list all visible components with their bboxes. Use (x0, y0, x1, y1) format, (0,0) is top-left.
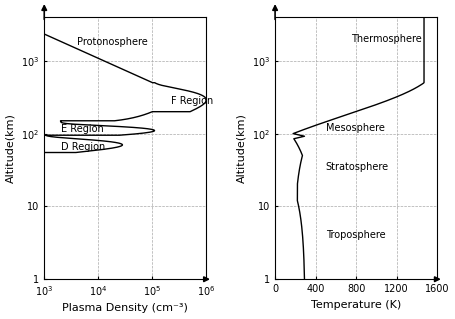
Y-axis label: Altitude(km): Altitude(km) (5, 113, 15, 183)
X-axis label: Plasma Density (cm⁻³): Plasma Density (cm⁻³) (62, 303, 188, 314)
Text: Protonosphere: Protonosphere (77, 37, 147, 47)
Text: E Region: E Region (61, 124, 103, 134)
Text: Troposphere: Troposphere (326, 230, 385, 241)
Text: Stratosphere: Stratosphere (326, 162, 389, 172)
Text: Thermosphere: Thermosphere (351, 34, 422, 44)
Y-axis label: Altitude(km): Altitude(km) (237, 113, 247, 183)
Text: Mesosphere: Mesosphere (326, 123, 384, 133)
Text: F Region: F Region (171, 96, 213, 106)
X-axis label: Temperature (K): Temperature (K) (311, 300, 401, 310)
Text: D Region: D Region (61, 142, 105, 152)
